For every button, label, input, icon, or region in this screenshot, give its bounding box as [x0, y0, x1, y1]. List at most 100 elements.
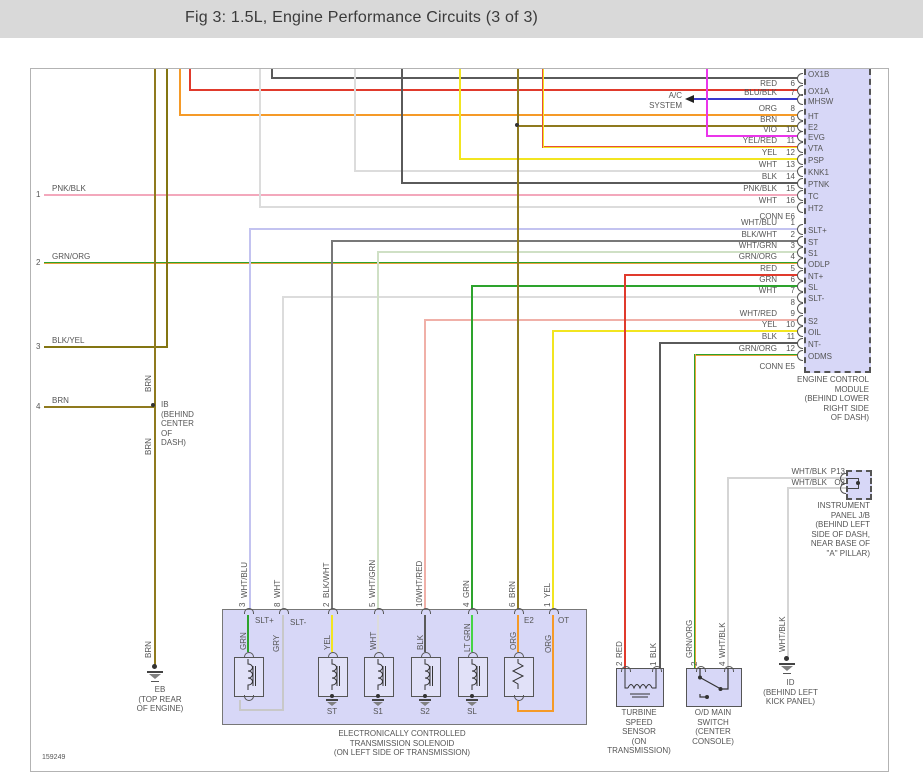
wire-label: GRN [462, 580, 471, 598]
pin-num: 1 [543, 602, 552, 607]
wire-knk1 [354, 170, 798, 172]
wire-label: GRN/ORG [738, 252, 777, 261]
turbine-coil-icon [624, 668, 657, 698]
pin-arc [549, 608, 559, 614]
wire-label: BRN [144, 375, 153, 392]
pin-arc [797, 258, 803, 269]
pin-arc [797, 190, 803, 201]
ib-splice-label: IB (BEHIND CENTER OF DASH) [161, 400, 194, 447]
wire-st-v [331, 240, 333, 615]
wire-odlp [44, 262, 798, 264]
pin-num: 1 [649, 661, 658, 666]
wire-e2 [517, 125, 798, 127]
pin-arc [514, 652, 524, 658]
signal: S2 [808, 317, 818, 326]
wire-gry-inner [239, 700, 241, 711]
wire-s1-v [377, 251, 379, 615]
ground-dot [376, 694, 380, 698]
eb-ground-icon [149, 674, 161, 679]
wire-evg-v [706, 69, 708, 137]
pin-arc [696, 666, 706, 672]
ground-icon [420, 702, 430, 706]
coil-icon [424, 659, 433, 690]
pin-num: P13 [830, 467, 845, 476]
wire-grn-inner [247, 615, 249, 652]
pin-num: 10 [786, 125, 795, 134]
pin-arc [514, 608, 524, 614]
wire-label: GRN/ORG [52, 252, 91, 261]
eb-ground-icon [151, 681, 159, 682]
wire-sltp [249, 228, 798, 230]
wire-label: BRN [144, 438, 153, 455]
pin-num: 5 [368, 602, 377, 607]
jb-box [846, 470, 872, 500]
pin-arc [797, 166, 803, 177]
wire-label: PNK/BLK [743, 184, 777, 193]
stub-num: 1 [36, 190, 41, 199]
pin-num: 4 [790, 252, 795, 261]
wire-label: YEL [761, 320, 777, 329]
coil-icon [331, 659, 340, 690]
wire-label: WHT/BLK [791, 478, 827, 487]
wire-label: RED [760, 264, 777, 273]
signal: NT+ [808, 272, 824, 281]
transmission-solenoid-caption: ELECTRONICALLY CONTROLLED TRANSMISSION S… [333, 729, 471, 757]
pin-arc [652, 666, 662, 672]
wire-label: WHT [758, 160, 777, 169]
ground-icon [467, 702, 477, 706]
pin-num: 10 [786, 320, 795, 329]
wire-oil-v [552, 330, 554, 615]
stub-num: 3 [36, 342, 41, 351]
wire-label: BLK/YEL [52, 336, 85, 345]
id-ground-icon [783, 673, 791, 674]
pin-arc [279, 608, 289, 614]
pin-num: 2 [790, 230, 795, 239]
wire-e2-v [517, 69, 519, 615]
stub-num: 4 [36, 402, 41, 411]
pin-num: O2 [834, 478, 845, 487]
ground-dot [152, 664, 157, 669]
wire-label: BRN [52, 396, 69, 405]
ground-icon [327, 702, 337, 706]
wire-s2-v [424, 319, 426, 615]
pin-num: 1 [790, 218, 795, 227]
wire-label: LT GRN [463, 623, 472, 652]
wire-ptnk-v [401, 69, 403, 184]
pin-arc [797, 350, 803, 361]
wire-mhsw [692, 98, 798, 100]
pin-arc [797, 292, 803, 303]
wire-label: GRY [272, 634, 281, 652]
ac-system-label: A/C SYSTEM [649, 91, 682, 110]
coil-icon [247, 659, 256, 690]
wire-org-return [552, 615, 554, 712]
title-bar: Fig 3: 1.5L, Engine Performance Circuits… [0, 0, 923, 38]
pin-num: 6 [790, 275, 795, 284]
pin-arc [797, 178, 803, 189]
wire-label: GRN [759, 275, 777, 284]
splice-dot [151, 403, 155, 407]
wire-label: BLK [416, 634, 425, 650]
pin-arc [328, 608, 338, 614]
signal: MHSW [808, 97, 834, 106]
s2-label: S2 [420, 707, 430, 716]
wire-oil [552, 330, 798, 332]
signal: SL [808, 283, 818, 292]
pin-arc [514, 695, 524, 701]
signal: NT- [808, 340, 821, 349]
pin-num: 3 [790, 241, 795, 250]
pin-num: 6 [508, 602, 517, 607]
wire-ht [179, 114, 798, 116]
signal: ST [808, 238, 819, 247]
resistor-icon [511, 659, 525, 689]
signal: HT2 [808, 204, 824, 213]
wire-label: BLK/WHT [322, 562, 331, 598]
pin-arc [797, 142, 803, 153]
wire-evg [706, 135, 798, 137]
sltp-signal: SLT+ [255, 616, 274, 625]
wire-sltm [282, 296, 798, 298]
pin-arc [797, 236, 803, 247]
stub-num: 2 [36, 258, 41, 267]
wire-ntm-v [659, 342, 661, 668]
pin-num: 6 [790, 79, 795, 88]
pin-arc [724, 666, 734, 672]
